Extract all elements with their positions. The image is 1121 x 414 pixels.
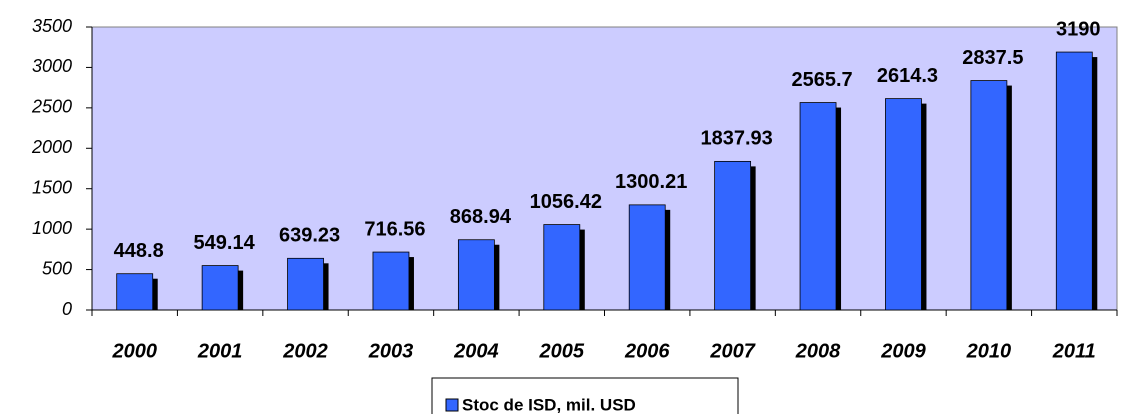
bar — [372, 251, 410, 311]
bar — [1055, 51, 1093, 311]
x-tick-label: 2000 — [111, 340, 157, 362]
value-label: 1837.93 — [700, 128, 772, 150]
legend-label: Stoc de ISD, mil. USD — [462, 395, 636, 414]
y-tick-label: 3500 — [32, 16, 72, 36]
y-tick-label: 1000 — [32, 218, 72, 238]
x-tick-label: 2006 — [624, 340, 670, 362]
value-label: 639.23 — [279, 225, 340, 247]
bar — [799, 102, 837, 311]
bar — [714, 160, 752, 311]
x-tick-label: 2005 — [539, 340, 585, 362]
x-tick-label: 2009 — [880, 340, 926, 362]
bar — [970, 80, 1008, 311]
bar — [457, 239, 495, 311]
x-tick-label: 2002 — [282, 340, 328, 362]
value-label: 868.94 — [450, 206, 512, 228]
x-tick-label: 2008 — [795, 340, 841, 362]
value-label: 549.14 — [194, 232, 256, 254]
value-label: 448.8 — [114, 240, 164, 262]
bar — [628, 204, 666, 311]
y-tick-label: 0 — [62, 299, 72, 319]
x-tick-label: 2004 — [453, 340, 499, 362]
plot-area — [91, 26, 1118, 311]
y-tick-label: 3000 — [32, 56, 72, 76]
legend-swatch — [445, 398, 459, 412]
value-label: 3190 — [1056, 18, 1101, 40]
x-tick-label: 2011 — [1052, 340, 1096, 362]
bar — [543, 224, 581, 311]
y-tick-label: 2000 — [31, 137, 72, 157]
value-label: 1056.42 — [530, 191, 602, 213]
y-tick-label: 500 — [42, 258, 72, 278]
y-tick-label: 1500 — [32, 177, 72, 197]
legend — [431, 377, 739, 414]
x-tick-label: 2003 — [368, 340, 414, 362]
bar — [287, 257, 324, 311]
bar — [885, 98, 922, 311]
value-label: 2565.7 — [791, 69, 852, 91]
bar — [116, 273, 154, 311]
x-tick-label: 2010 — [966, 340, 1012, 362]
y-tick-label: 2500 — [31, 97, 72, 117]
x-tick-label: 2007 — [709, 340, 755, 362]
x-tick-label: 2001 — [197, 340, 243, 362]
value-label: 2837.5 — [962, 47, 1023, 69]
value-label: 1300.21 — [615, 171, 687, 193]
bar — [201, 265, 239, 311]
value-label: 716.56 — [364, 218, 425, 240]
value-label: 2614.3 — [877, 65, 938, 87]
